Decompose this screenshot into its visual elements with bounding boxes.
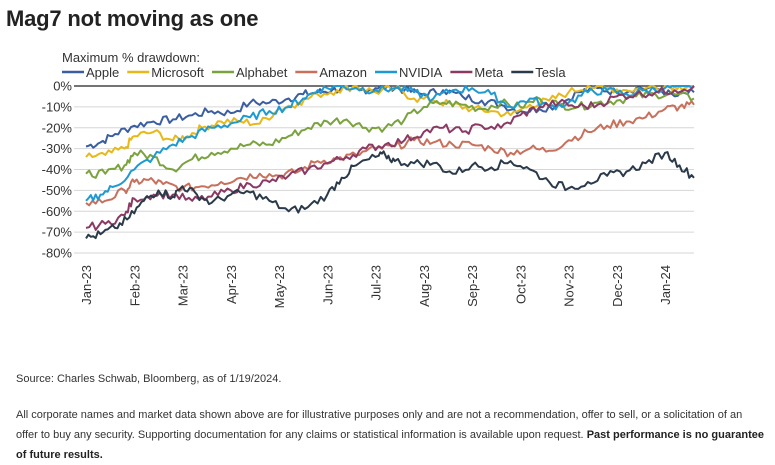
y-tick-label: -60%	[42, 204, 73, 219]
y-axis: 0% -10% -20% -30% -40% -50% -60% -70% -80%	[42, 79, 73, 261]
legend-item-amazon: Amazon	[295, 65, 367, 80]
y-tick-label: -40%	[42, 162, 73, 177]
x-tick-label: Nov-23	[562, 265, 577, 307]
y-tick-label: 0%	[53, 79, 72, 94]
x-tick-label: Jul-23	[369, 265, 384, 300]
x-tick-label: May-23	[272, 265, 287, 308]
legend-label: NVIDIA	[399, 65, 443, 80]
series-line-microsoft	[85, 85, 695, 158]
y-tick-label: -20%	[42, 120, 73, 135]
legend-item-tesla: Tesla	[511, 65, 566, 80]
x-tick-label: Apr-23	[224, 265, 239, 304]
series-line-alphabet	[85, 91, 695, 179]
y-tick-label: -80%	[42, 246, 73, 261]
series-line-apple	[85, 85, 695, 149]
x-axis: Jan-23 Feb-23 Mar-23 Apr-23 May-23 Jun-23 Jul-…	[79, 265, 673, 308]
chart-legend: Maximum % drawdown:Apple Microsoft Alphabe…	[62, 50, 566, 80]
legend-label: Apple	[86, 65, 119, 80]
legend-label: Amazon	[319, 65, 367, 80]
legend-item-microsoft: Microsoft	[127, 65, 204, 80]
legend-label: Meta	[474, 65, 504, 80]
legend-item-meta: Meta	[450, 65, 504, 80]
legend-label: Alphabet	[236, 65, 288, 80]
source-note: Source: Charles Schwab, Bloomberg, as of…	[16, 373, 282, 385]
x-tick-label: Feb-23	[127, 265, 142, 306]
legend-item-nvidia: NVIDIA	[375, 65, 443, 80]
legend-label: Tesla	[535, 65, 566, 80]
x-tick-label: Dec-23	[610, 265, 625, 307]
x-tick-label: Jan-23	[79, 265, 94, 305]
legend-title: Maximum % drawdown:	[62, 50, 200, 65]
disclaimer-text: All corporate names and market data show…	[16, 409, 743, 441]
legend-item-apple: Apple	[62, 65, 119, 80]
x-tick-label: Oct-23	[513, 265, 528, 304]
x-tick-label: Mar-23	[176, 265, 191, 306]
y-tick-label: -30%	[42, 141, 73, 156]
legend-label: Microsoft	[151, 65, 204, 80]
series-line-meta	[85, 85, 695, 231]
disclaimer-bold: Past performance is no guarantee of futu…	[16, 429, 764, 461]
x-tick-label: Jan-24	[658, 265, 673, 305]
disclaimer: All corporate names and market data show…	[16, 405, 764, 465]
x-tick-label: Aug-23	[417, 265, 432, 307]
chart-title: Mag7 not moving as one	[6, 6, 259, 31]
legend-item-alphabet: Alphabet	[211, 65, 288, 80]
series-line-tesla	[85, 150, 695, 240]
y-tick-label: -50%	[42, 183, 73, 198]
y-tick-label: -70%	[42, 225, 73, 240]
x-tick-label: Jun-23	[320, 265, 335, 305]
series-lines	[85, 85, 695, 240]
x-tick-label: Sep-23	[465, 265, 480, 307]
line-chart: Maximum % drawdown:Apple Microsoft Alphabe…	[42, 50, 695, 308]
series-line-nvidia	[85, 85, 695, 202]
y-tick-label: -10%	[42, 99, 73, 114]
